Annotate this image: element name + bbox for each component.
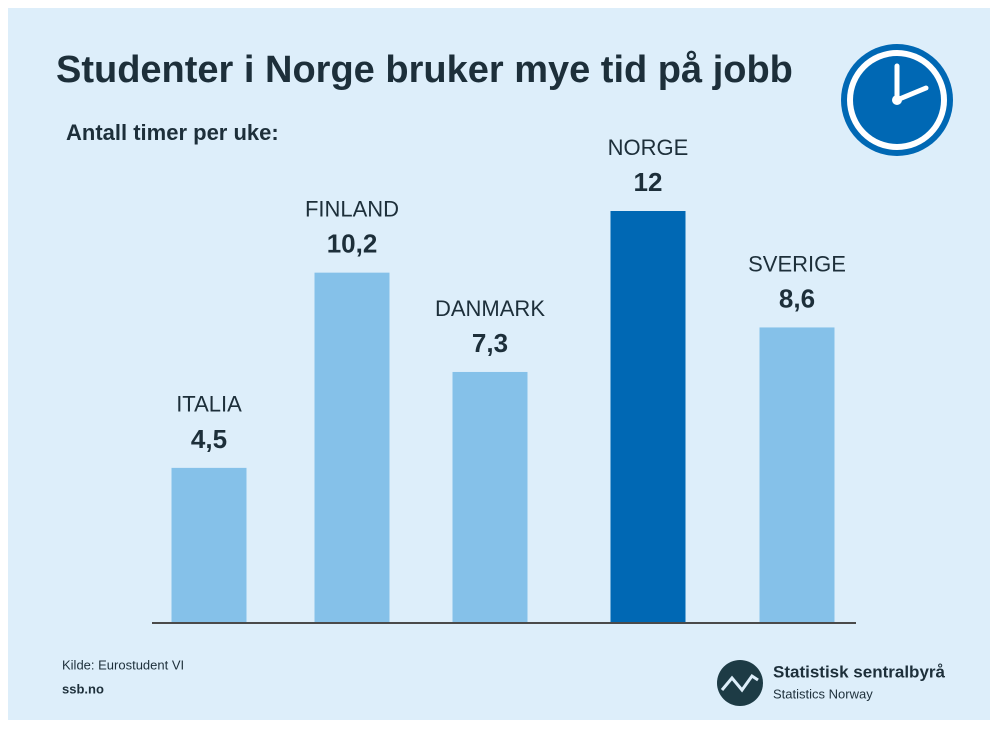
category-label: NORGE — [608, 135, 689, 160]
value-label: 12 — [634, 167, 663, 197]
clock-icon — [841, 44, 953, 156]
chart-subtitle: Antall timer per uke: — [66, 120, 279, 145]
source: Kilde: Eurostudent VI — [62, 657, 184, 672]
logo-name: Statistisk sentralbyrå — [773, 662, 946, 681]
value-label: 10,2 — [327, 229, 378, 259]
bar — [759, 327, 835, 622]
bar — [452, 371, 528, 622]
bar — [171, 467, 247, 622]
value-label: 4,5 — [191, 424, 227, 454]
chart-title: Studenter i Norge bruker mye tid på jobb — [56, 49, 793, 91]
value-label: 8,6 — [779, 283, 815, 313]
logo-subname: Statistics Norway — [773, 686, 873, 701]
logo-mark — [717, 660, 763, 706]
bar — [314, 272, 390, 622]
website: ssb.no — [62, 681, 104, 696]
category-label: DANMARK — [435, 296, 545, 321]
category-label: FINLAND — [305, 196, 399, 221]
value-label: 7,3 — [472, 328, 508, 358]
category-label: SVERIGE — [748, 251, 846, 276]
category-label: ITALIA — [176, 392, 242, 417]
bar — [610, 211, 686, 622]
